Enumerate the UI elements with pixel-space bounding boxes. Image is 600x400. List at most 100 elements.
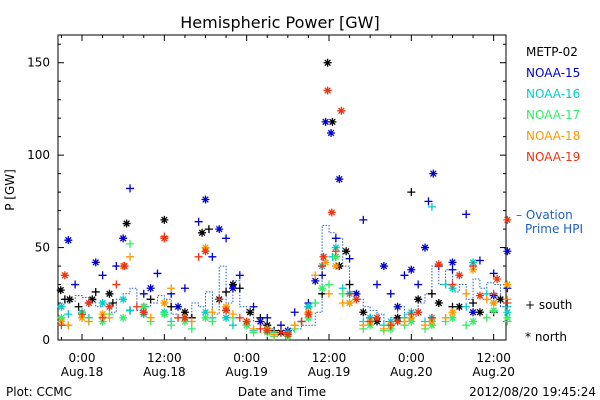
south-point bbox=[146, 313, 155, 322]
south-point bbox=[359, 321, 368, 330]
south-point bbox=[366, 317, 375, 326]
north-point bbox=[448, 313, 457, 322]
north-point bbox=[393, 317, 402, 326]
south-point bbox=[146, 295, 155, 304]
x-tick-label-date: Aug.20 bbox=[390, 365, 433, 379]
north-point bbox=[321, 258, 330, 267]
x-tick-label-date: Aug.19 bbox=[225, 365, 268, 379]
north-point bbox=[174, 302, 183, 311]
north-point bbox=[331, 252, 340, 261]
x-tick-label-time: 0:00 bbox=[69, 351, 96, 365]
north-point bbox=[331, 262, 340, 271]
plot-timestamp: 2012/08/20 19:45:24 bbox=[469, 385, 596, 399]
south-point bbox=[74, 302, 83, 311]
south-point bbox=[153, 269, 162, 278]
south-point bbox=[441, 313, 450, 322]
north-point bbox=[65, 295, 74, 304]
points-layer bbox=[56, 58, 512, 341]
south-point bbox=[345, 289, 354, 298]
plot-frame bbox=[57, 34, 507, 341]
north-point bbox=[493, 275, 502, 283]
north-point bbox=[119, 313, 128, 322]
ovation-layer bbox=[61, 224, 507, 334]
ovation-hpi-line bbox=[61, 224, 507, 334]
south-point bbox=[139, 289, 148, 298]
south-point bbox=[84, 317, 93, 326]
south-point bbox=[187, 324, 196, 333]
north-point bbox=[146, 284, 155, 293]
south-point bbox=[414, 280, 423, 289]
north-point bbox=[311, 276, 320, 285]
south-point bbox=[167, 284, 176, 293]
south-point bbox=[469, 262, 478, 271]
south-point bbox=[345, 280, 354, 289]
south-point bbox=[331, 234, 340, 243]
north-point bbox=[88, 295, 97, 304]
north-point bbox=[503, 215, 512, 224]
y-tick-label: 0 bbox=[42, 333, 50, 347]
north-point bbox=[105, 302, 114, 311]
north-point bbox=[414, 308, 423, 317]
north-point bbox=[139, 302, 148, 311]
y-tick-label: 100 bbox=[27, 148, 50, 162]
south-point bbox=[421, 321, 430, 330]
south-point bbox=[194, 252, 203, 261]
north-point bbox=[120, 262, 129, 271]
south-point bbox=[379, 324, 388, 333]
north-point bbox=[160, 310, 169, 319]
north-point bbox=[434, 260, 443, 269]
north-point bbox=[475, 291, 484, 300]
north-point bbox=[319, 252, 328, 261]
y-tick-label: 50 bbox=[35, 241, 50, 255]
north-point bbox=[105, 289, 114, 298]
north-point bbox=[119, 295, 128, 304]
south-point bbox=[126, 184, 135, 193]
south-point bbox=[489, 289, 498, 298]
south-point bbox=[462, 210, 471, 219]
plot-credit: Plot: CCMC bbox=[6, 385, 72, 399]
south-point bbox=[400, 271, 409, 280]
south-point bbox=[482, 313, 491, 322]
legend-entry: NOAA-17 bbox=[526, 108, 580, 122]
south-point bbox=[373, 280, 382, 289]
north-point bbox=[414, 295, 423, 304]
north-point bbox=[323, 58, 332, 67]
north-point bbox=[84, 299, 93, 308]
south-point bbox=[331, 247, 340, 256]
legend-north-marker: * north bbox=[525, 330, 567, 344]
north-point bbox=[201, 195, 210, 204]
south-point bbox=[427, 313, 436, 322]
south-point bbox=[64, 321, 73, 330]
south-point bbox=[256, 324, 265, 333]
south-point bbox=[318, 271, 327, 280]
south-point bbox=[427, 289, 436, 298]
north-point bbox=[228, 284, 237, 293]
north-point bbox=[91, 258, 100, 267]
south-point bbox=[318, 262, 327, 271]
south-point bbox=[270, 330, 279, 339]
south-point bbox=[462, 302, 471, 311]
north-point bbox=[503, 313, 512, 322]
south-point bbox=[427, 202, 436, 211]
north-point bbox=[448, 308, 457, 317]
south-point bbox=[208, 317, 217, 326]
north-point bbox=[352, 289, 361, 298]
legend-entry: METP-02 bbox=[526, 45, 578, 59]
south-point bbox=[311, 299, 320, 308]
legend-ovation-line2: Prime HPI bbox=[525, 222, 583, 236]
south-point bbox=[167, 321, 176, 330]
y-axis-label: P [GW] bbox=[3, 169, 17, 211]
north-point bbox=[393, 302, 402, 311]
x-tick-label-time: 12:00 bbox=[312, 351, 347, 365]
south-point bbox=[249, 302, 258, 311]
south-point bbox=[462, 289, 471, 298]
north-point bbox=[263, 326, 272, 335]
y-tick-label: 150 bbox=[27, 56, 50, 70]
south-point bbox=[441, 280, 450, 289]
north-point bbox=[119, 234, 128, 243]
north-point bbox=[455, 302, 464, 311]
north-point bbox=[335, 175, 344, 184]
north-point bbox=[342, 247, 351, 256]
south-point bbox=[167, 302, 176, 311]
north-point bbox=[246, 308, 255, 317]
